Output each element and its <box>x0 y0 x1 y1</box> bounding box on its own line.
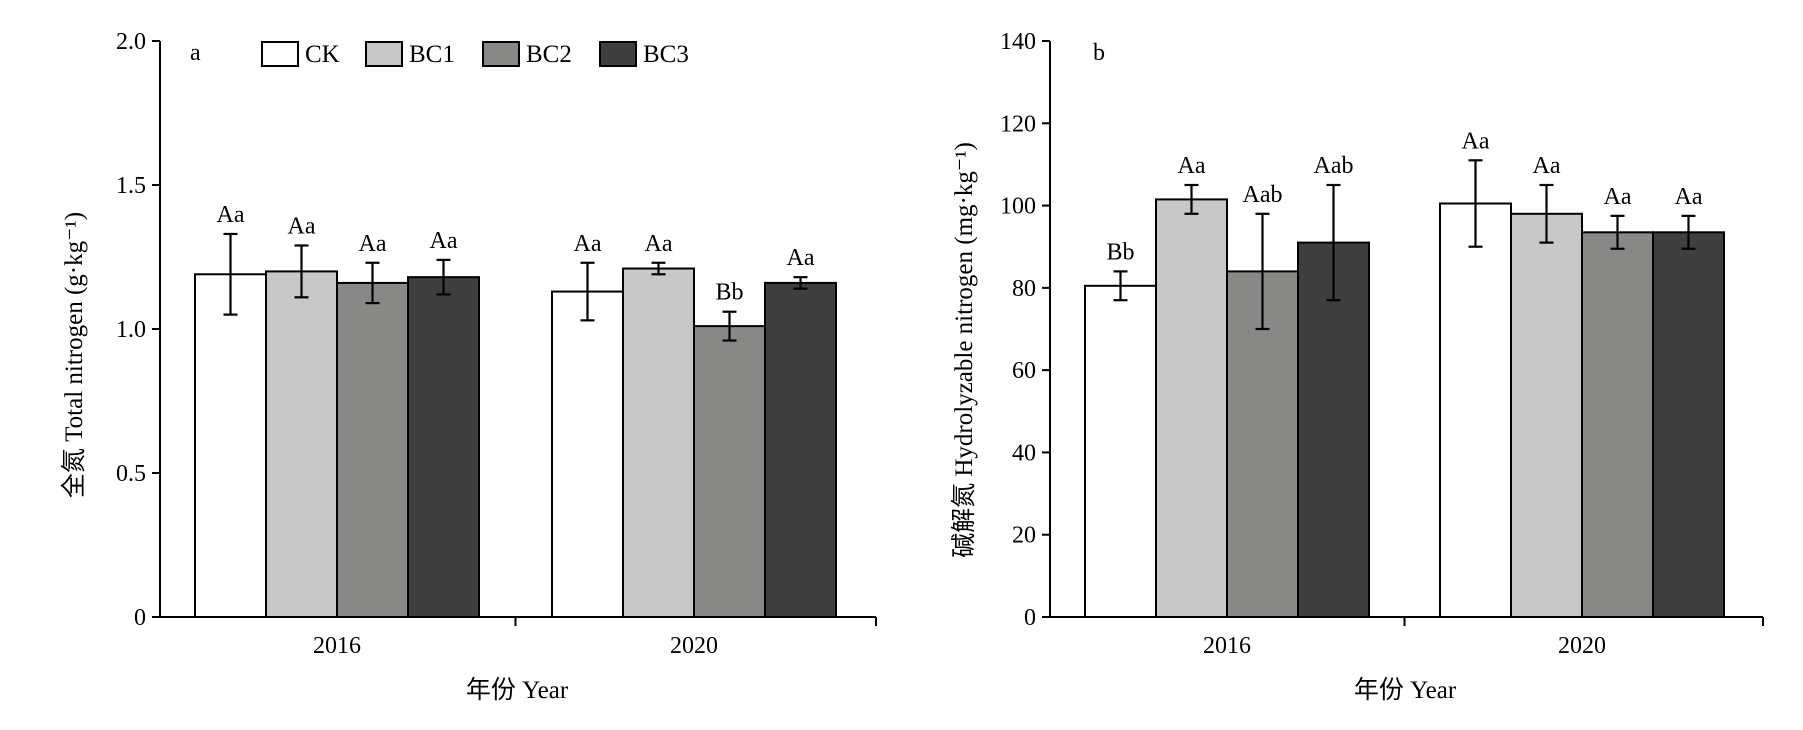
panel-a-y-tick-label: 2.0 <box>116 29 146 55</box>
legend-swatch-bc3 <box>599 41 637 67</box>
legend-swatch-ck <box>261 41 299 67</box>
panel-a-y-tick-label: 1.5 <box>116 173 146 199</box>
legend-swatch-bc1 <box>365 41 403 67</box>
panel-b-x-tick-label: 2020 <box>1558 633 1606 659</box>
legend-label-bc1: BC1 <box>409 41 455 68</box>
panel-a-significance-label: Aa <box>574 231 602 257</box>
panel-b-y-tick-label: 40 <box>1012 440 1036 466</box>
panel-a-significance-label: Aa <box>787 245 815 271</box>
legend: CK BC1 BC2 BC3 <box>261 41 689 68</box>
panel-a-bar-bc2 <box>336 281 409 618</box>
panel-b-y-tick-label: 80 <box>1012 276 1036 302</box>
panel-b-significance-label: Aa <box>1675 184 1703 210</box>
legend-swatch-bc2 <box>482 41 520 67</box>
panel-a-y-tick-label: 0 <box>134 605 146 631</box>
legend-label-bc2: BC2 <box>526 41 572 68</box>
panel-a-bar-bc1 <box>265 270 338 618</box>
panel-b-significance-label: Aa <box>1533 153 1561 179</box>
panel-b-bar-bc2 <box>1581 231 1654 618</box>
panel-a-bar-ck <box>551 290 624 618</box>
panel-a-significance-label: Aa <box>217 202 245 228</box>
panel-a-significance-label: Aa <box>359 231 387 257</box>
panel-a-bar-bc1 <box>622 267 695 618</box>
panel-b-bar-ck <box>1439 202 1512 618</box>
panel-a-y-tick-label: 0.5 <box>116 461 146 487</box>
panel-a-letter: a <box>190 40 201 66</box>
panel-b-y-axis-title: 碱解氮 Hydrolyzable nitrogen (mg·kg⁻¹) <box>950 142 978 558</box>
panel-a-significance-label: Aa <box>430 228 458 254</box>
panel-b-y-tick-label: 60 <box>1012 358 1036 384</box>
panel-b-y-tick-label: 140 <box>1000 29 1036 55</box>
panel-a-significance-label: Bb <box>715 280 743 306</box>
panel-b-y-tick-label: 120 <box>1000 111 1036 137</box>
panel-b-y-tick-label: 20 <box>1012 523 1036 549</box>
panel-a-x-tick-label: 2020 <box>670 633 718 659</box>
panel-b-significance-label: Aa <box>1604 184 1632 210</box>
panel-a-bar-bc2 <box>693 325 766 618</box>
panel-b-x-axis-title: 年份 Year <box>1354 676 1457 704</box>
panel-a-y-tick-label: 1.0 <box>116 317 146 343</box>
legend-label-bc3: BC3 <box>643 41 689 68</box>
legend-label-ck: CK <box>305 41 340 68</box>
panel-b-significance-label: Aab <box>1243 182 1283 208</box>
panel-a-bar-bc3 <box>764 281 837 618</box>
panel-a-x-axis-title: 年份 Year <box>466 676 569 704</box>
panel-a-significance-label: Aa <box>288 213 316 239</box>
panel-b-significance-label: Aa <box>1462 128 1490 154</box>
panel-b-bar-bc1 <box>1510 212 1583 619</box>
panel-a-bar-bc3 <box>407 276 480 618</box>
panel-b-x-tick-label: 2016 <box>1203 633 1251 659</box>
panel-b-bar-bc1 <box>1155 198 1228 618</box>
panel-b-y-tick-label: 0 <box>1024 605 1036 631</box>
panel-a-y-axis-title: 全氮 Total nitrogen (g·kg⁻¹) <box>60 212 88 498</box>
panel-b-significance-label: Aa <box>1178 153 1206 179</box>
panel-b-bar-bc3 <box>1652 231 1725 618</box>
panel-a-bar-ck <box>194 273 267 618</box>
panel-b-y-tick-label: 100 <box>1000 194 1036 220</box>
panel-b-significance-label: Aab <box>1314 153 1354 179</box>
panel-b-bar-ck <box>1084 284 1157 618</box>
panel-a-x-tick-label: 2016 <box>313 633 361 659</box>
panel-b-significance-label: Bb <box>1106 239 1134 265</box>
panel-b-letter: b <box>1093 40 1105 66</box>
panel-a-significance-label: Aa <box>645 231 673 257</box>
